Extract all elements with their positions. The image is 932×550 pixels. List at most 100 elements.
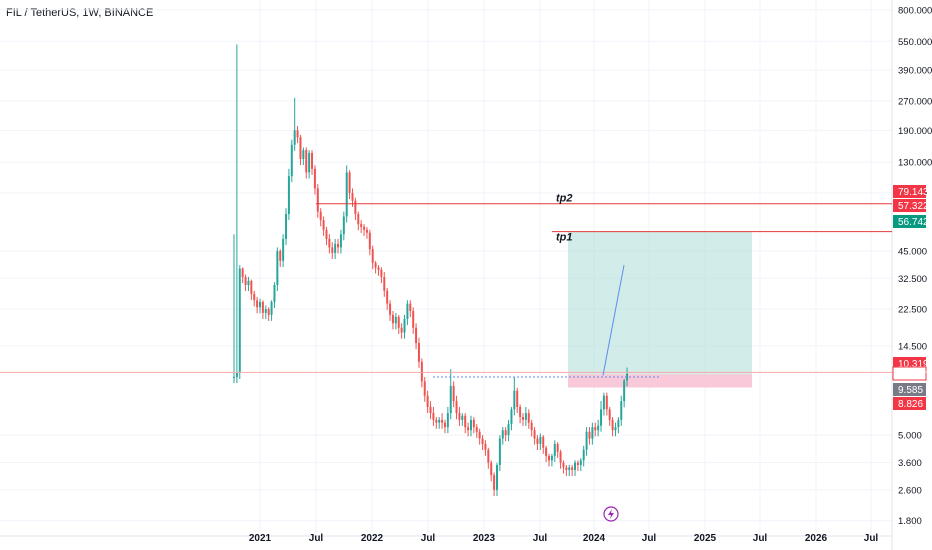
candle-body [259, 301, 262, 308]
candle-body [319, 211, 322, 221]
level-label-tp2: tp2 [556, 193, 573, 205]
candle-body [279, 251, 282, 261]
candle-body [342, 216, 345, 235]
candle-body [383, 277, 386, 291]
candle-body [536, 438, 539, 444]
candle-body [273, 284, 276, 302]
candle-body [617, 419, 620, 428]
candle-body [328, 238, 331, 248]
price-badge-text: 10.319 [898, 359, 929, 370]
candle-body [363, 226, 366, 230]
candle-body [493, 475, 496, 490]
candle-body [403, 318, 406, 333]
candle-body [308, 152, 311, 173]
candle-body [478, 431, 481, 439]
candle-body [623, 380, 626, 402]
price-tick-label: 130.000 [898, 158, 932, 169]
candle-body [386, 290, 389, 304]
candle-body [597, 425, 600, 431]
candle-body [253, 293, 256, 301]
candle-body [417, 343, 420, 362]
candle-body [299, 137, 302, 159]
candle-body [345, 172, 348, 217]
candle-body [475, 427, 478, 432]
candle-body [484, 443, 487, 450]
candle-body [244, 277, 247, 285]
candle-body [579, 460, 582, 466]
candle-body [374, 263, 377, 268]
candle-body [296, 130, 299, 138]
candle-body [264, 309, 267, 313]
candle-body [533, 430, 536, 439]
candle-body [574, 462, 577, 470]
candle-body [539, 436, 542, 444]
candle-body [461, 415, 464, 420]
candle-body [420, 361, 423, 382]
candle-body [247, 280, 250, 285]
candle-body [371, 249, 374, 264]
candle-body [550, 455, 553, 461]
candle-body [391, 314, 394, 324]
candle-body [435, 419, 438, 423]
candle-body [504, 430, 507, 436]
projection-line [602, 265, 625, 376]
candle-body [235, 372, 238, 378]
price-tick-label: 270.000 [898, 96, 932, 107]
candle-body [510, 409, 513, 425]
price-badge-text: 8.826 [898, 399, 923, 410]
candle-body [611, 419, 614, 431]
time-tick-label: 2026 [805, 533, 828, 544]
candle-body [429, 406, 432, 414]
candle-body [290, 144, 293, 177]
candle-body [507, 424, 510, 436]
target-zone [568, 231, 752, 375]
candle-body [311, 152, 314, 169]
candle-body [325, 229, 328, 239]
candle-body [487, 449, 490, 463]
price-badge [893, 383, 926, 396]
candle-body [406, 303, 409, 319]
candle-body [354, 200, 357, 214]
candle-body [553, 443, 556, 456]
candle-body [360, 224, 363, 227]
candle-body [548, 455, 551, 461]
candle-body [305, 150, 308, 173]
price-tick-label: 190.000 [898, 126, 932, 137]
candle-body [565, 467, 568, 470]
candle-body [602, 395, 605, 410]
candle-body [250, 280, 253, 294]
candle-body [380, 269, 383, 278]
chart-extras [603, 506, 619, 522]
candle-body [441, 419, 444, 423]
candle-body [446, 413, 449, 428]
candle-body [409, 303, 412, 311]
price-tick-label: 45.000 [898, 247, 927, 258]
price-tick-label: 550.000 [898, 37, 932, 48]
candle-body [620, 401, 623, 420]
price-badge [893, 199, 926, 212]
candle-body [351, 192, 354, 201]
candle-body [322, 220, 325, 230]
candle-body [588, 431, 591, 439]
candle-body [464, 415, 467, 428]
time-tick-label: 2024 [583, 533, 606, 544]
candle-body [585, 431, 588, 450]
candle-body [545, 447, 548, 456]
price-badge-text: 79.143 [898, 187, 929, 198]
time-tick-label: Jul [533, 533, 548, 544]
candle-body [571, 467, 574, 470]
candle-body [591, 427, 594, 439]
candle-body [348, 172, 351, 193]
price-tick-label: 22.500 [898, 305, 927, 316]
candle-body [501, 430, 504, 439]
time-tick-label: Jul [309, 533, 324, 544]
candle-body [238, 268, 241, 373]
candle-body [241, 268, 244, 278]
candle-body [339, 234, 342, 248]
price-badge-text: 56.742 [898, 217, 929, 228]
candle-body [516, 390, 519, 407]
candle-body [400, 327, 403, 333]
candle-body [568, 467, 571, 470]
candle-body [368, 232, 371, 250]
